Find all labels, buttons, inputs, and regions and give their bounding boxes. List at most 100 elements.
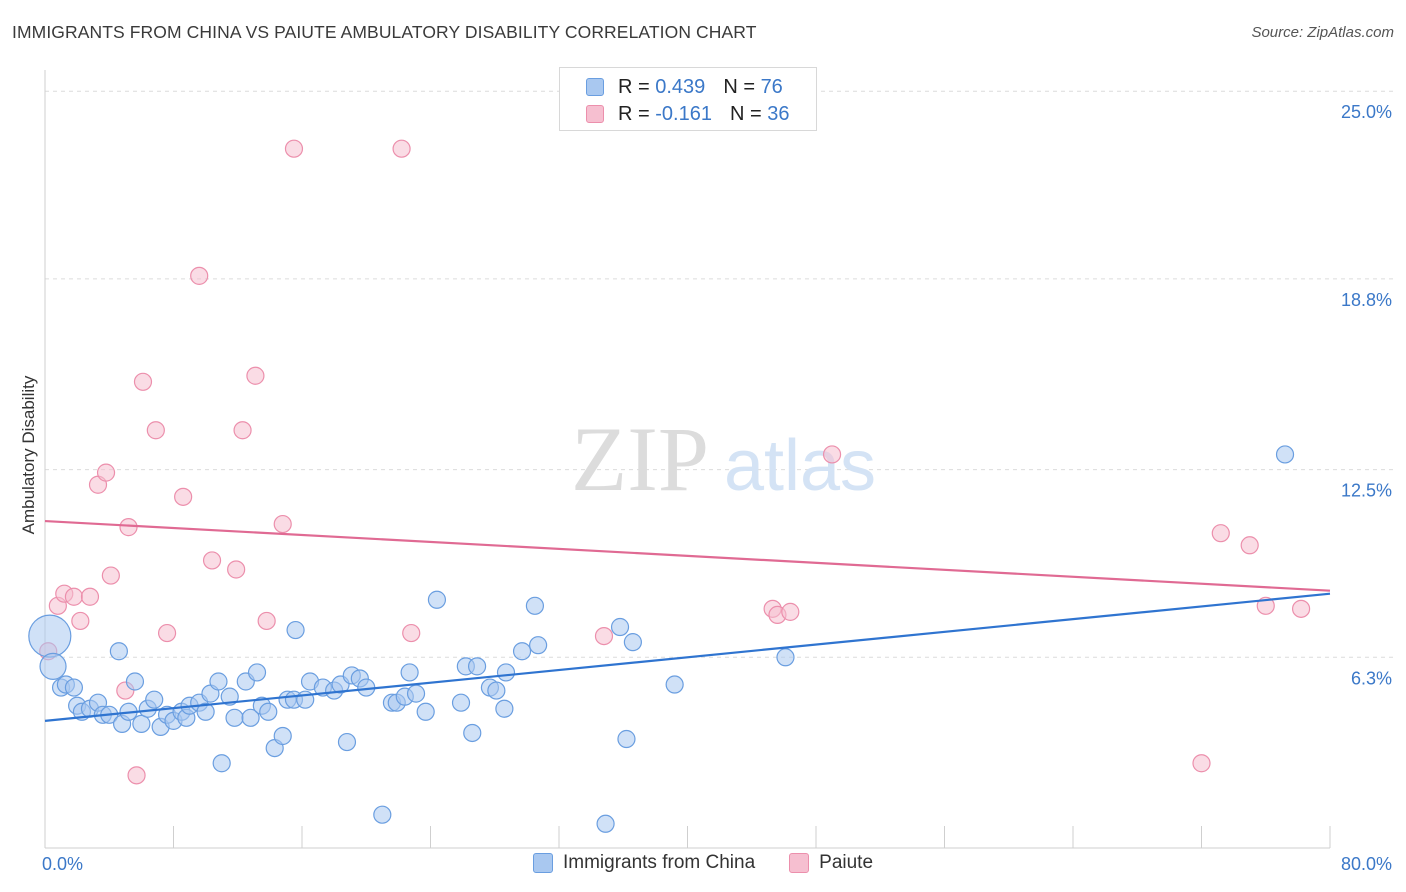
china-point: [596, 814, 615, 833]
paiute-point: [190, 266, 209, 285]
china-point: [406, 684, 426, 703]
china-point: [463, 723, 482, 743]
watermark-zip: ZIP: [571, 408, 709, 510]
paiute-point: [227, 560, 246, 579]
y-tick-label: 12.5%: [1341, 481, 1392, 501]
paiute-point: [1291, 599, 1311, 618]
china-point: [132, 714, 151, 733]
paiute-trend-line: [44, 519, 1331, 592]
paiute-point: [402, 623, 421, 643]
china-point: [273, 726, 292, 746]
china-point: [39, 652, 67, 680]
paiute-point: [119, 518, 138, 537]
paiute-point: [822, 445, 842, 464]
china-point: [109, 642, 128, 661]
trend-lines: [44, 519, 1331, 722]
china-point: [220, 687, 239, 706]
china-point: [209, 672, 228, 691]
china-point: [259, 702, 278, 721]
china-point: [28, 614, 72, 658]
y-tick-labels: 6.3% 12.5% 18.8% 25.0%: [1341, 102, 1392, 688]
china-point: [610, 617, 630, 637]
source-label: Source: ZipAtlas.com: [1251, 24, 1394, 41]
paiute-points: [39, 139, 1311, 785]
china-point: [451, 693, 471, 712]
chart-title: IMMIGRANTS FROM CHINA VS PAIUTE AMBULATO…: [12, 22, 757, 42]
watermark-atlas: atlas: [724, 426, 876, 506]
china-point: [467, 657, 487, 676]
paiute-point: [202, 551, 222, 570]
china-point: [495, 699, 514, 718]
china-point: [196, 702, 215, 721]
china-legend-label: Immigrants from China: [562, 852, 756, 873]
paiute-point: [64, 587, 84, 606]
y-axis-label: Ambulatory Disability: [19, 375, 38, 534]
legend-item-china: Immigrants from China: [532, 852, 756, 874]
paiute-point: [96, 463, 116, 482]
china-n-value: 76: [760, 75, 783, 98]
paiute-point: [1240, 536, 1259, 555]
china-r-value: 0.439: [655, 75, 706, 98]
n-label: N =: [723, 75, 755, 98]
china-point: [125, 672, 145, 691]
paiute-n-value: 36: [767, 102, 790, 125]
paiute-point: [284, 139, 304, 158]
paiute-point: [71, 611, 90, 631]
china-point: [225, 708, 244, 727]
china-point: [247, 663, 267, 682]
paiute-point: [157, 623, 177, 643]
axes: [44, 70, 1331, 849]
paiute-swatch: [586, 105, 604, 123]
china-point: [1275, 445, 1295, 464]
n-label: N =: [729, 102, 762, 125]
legend-item-paiute: Paiute: [789, 852, 873, 874]
paiute-legend-label: Paiute: [819, 852, 874, 873]
china-point: [373, 805, 392, 824]
y-tick-label: 25.0%: [1341, 102, 1392, 122]
china-point: [145, 690, 164, 709]
paiute-point: [233, 421, 252, 440]
china-point: [212, 754, 231, 773]
paiute-point: [127, 766, 146, 785]
x-tick-label: 0.0%: [42, 854, 83, 874]
stats-legend: R = 0.439 N = 76 R = -0.161 N = 36: [559, 67, 817, 131]
watermark: ZIP atlas: [571, 408, 876, 510]
paiute-point: [80, 587, 100, 606]
china-point: [529, 636, 548, 655]
china-point: [416, 702, 435, 721]
china-point: [286, 620, 305, 640]
paiute-point: [246, 366, 265, 385]
china-point: [241, 708, 260, 727]
paiute-point: [392, 139, 411, 158]
china-point: [337, 732, 357, 752]
x-tick-label: 80.0%: [1341, 854, 1392, 874]
series-legend: Immigrants from China Paiute: [0, 852, 1406, 874]
china-point: [512, 642, 532, 661]
paiute-point: [257, 611, 276, 631]
china-point: [617, 729, 636, 749]
y-tick-label: 18.8%: [1341, 290, 1392, 310]
paiute-point: [1211, 524, 1230, 543]
paiute-point: [146, 421, 165, 440]
paiute-point: [174, 487, 193, 506]
paiute-point: [1192, 754, 1211, 773]
paiute-r-value: -0.161: [655, 102, 712, 125]
legend-row-china: R = 0.439 N = 76: [586, 75, 783, 99]
paiute-point: [133, 372, 153, 391]
paiute-point: [781, 602, 800, 621]
china-point: [776, 648, 795, 667]
paiute-point: [101, 566, 120, 585]
legend-row-paiute: R = -0.161 N = 36: [586, 102, 789, 126]
china-legend-swatch: [532, 853, 553, 873]
china-point: [64, 678, 84, 697]
china-swatch: [586, 78, 604, 96]
china-point: [427, 590, 447, 609]
china-point: [623, 633, 642, 652]
china-point: [487, 681, 506, 700]
r-label: R =: [618, 102, 650, 125]
r-label: R =: [618, 75, 650, 98]
china-point: [400, 663, 419, 682]
y-tick-label: 6.3%: [1351, 668, 1392, 688]
paiute-point: [273, 514, 292, 534]
